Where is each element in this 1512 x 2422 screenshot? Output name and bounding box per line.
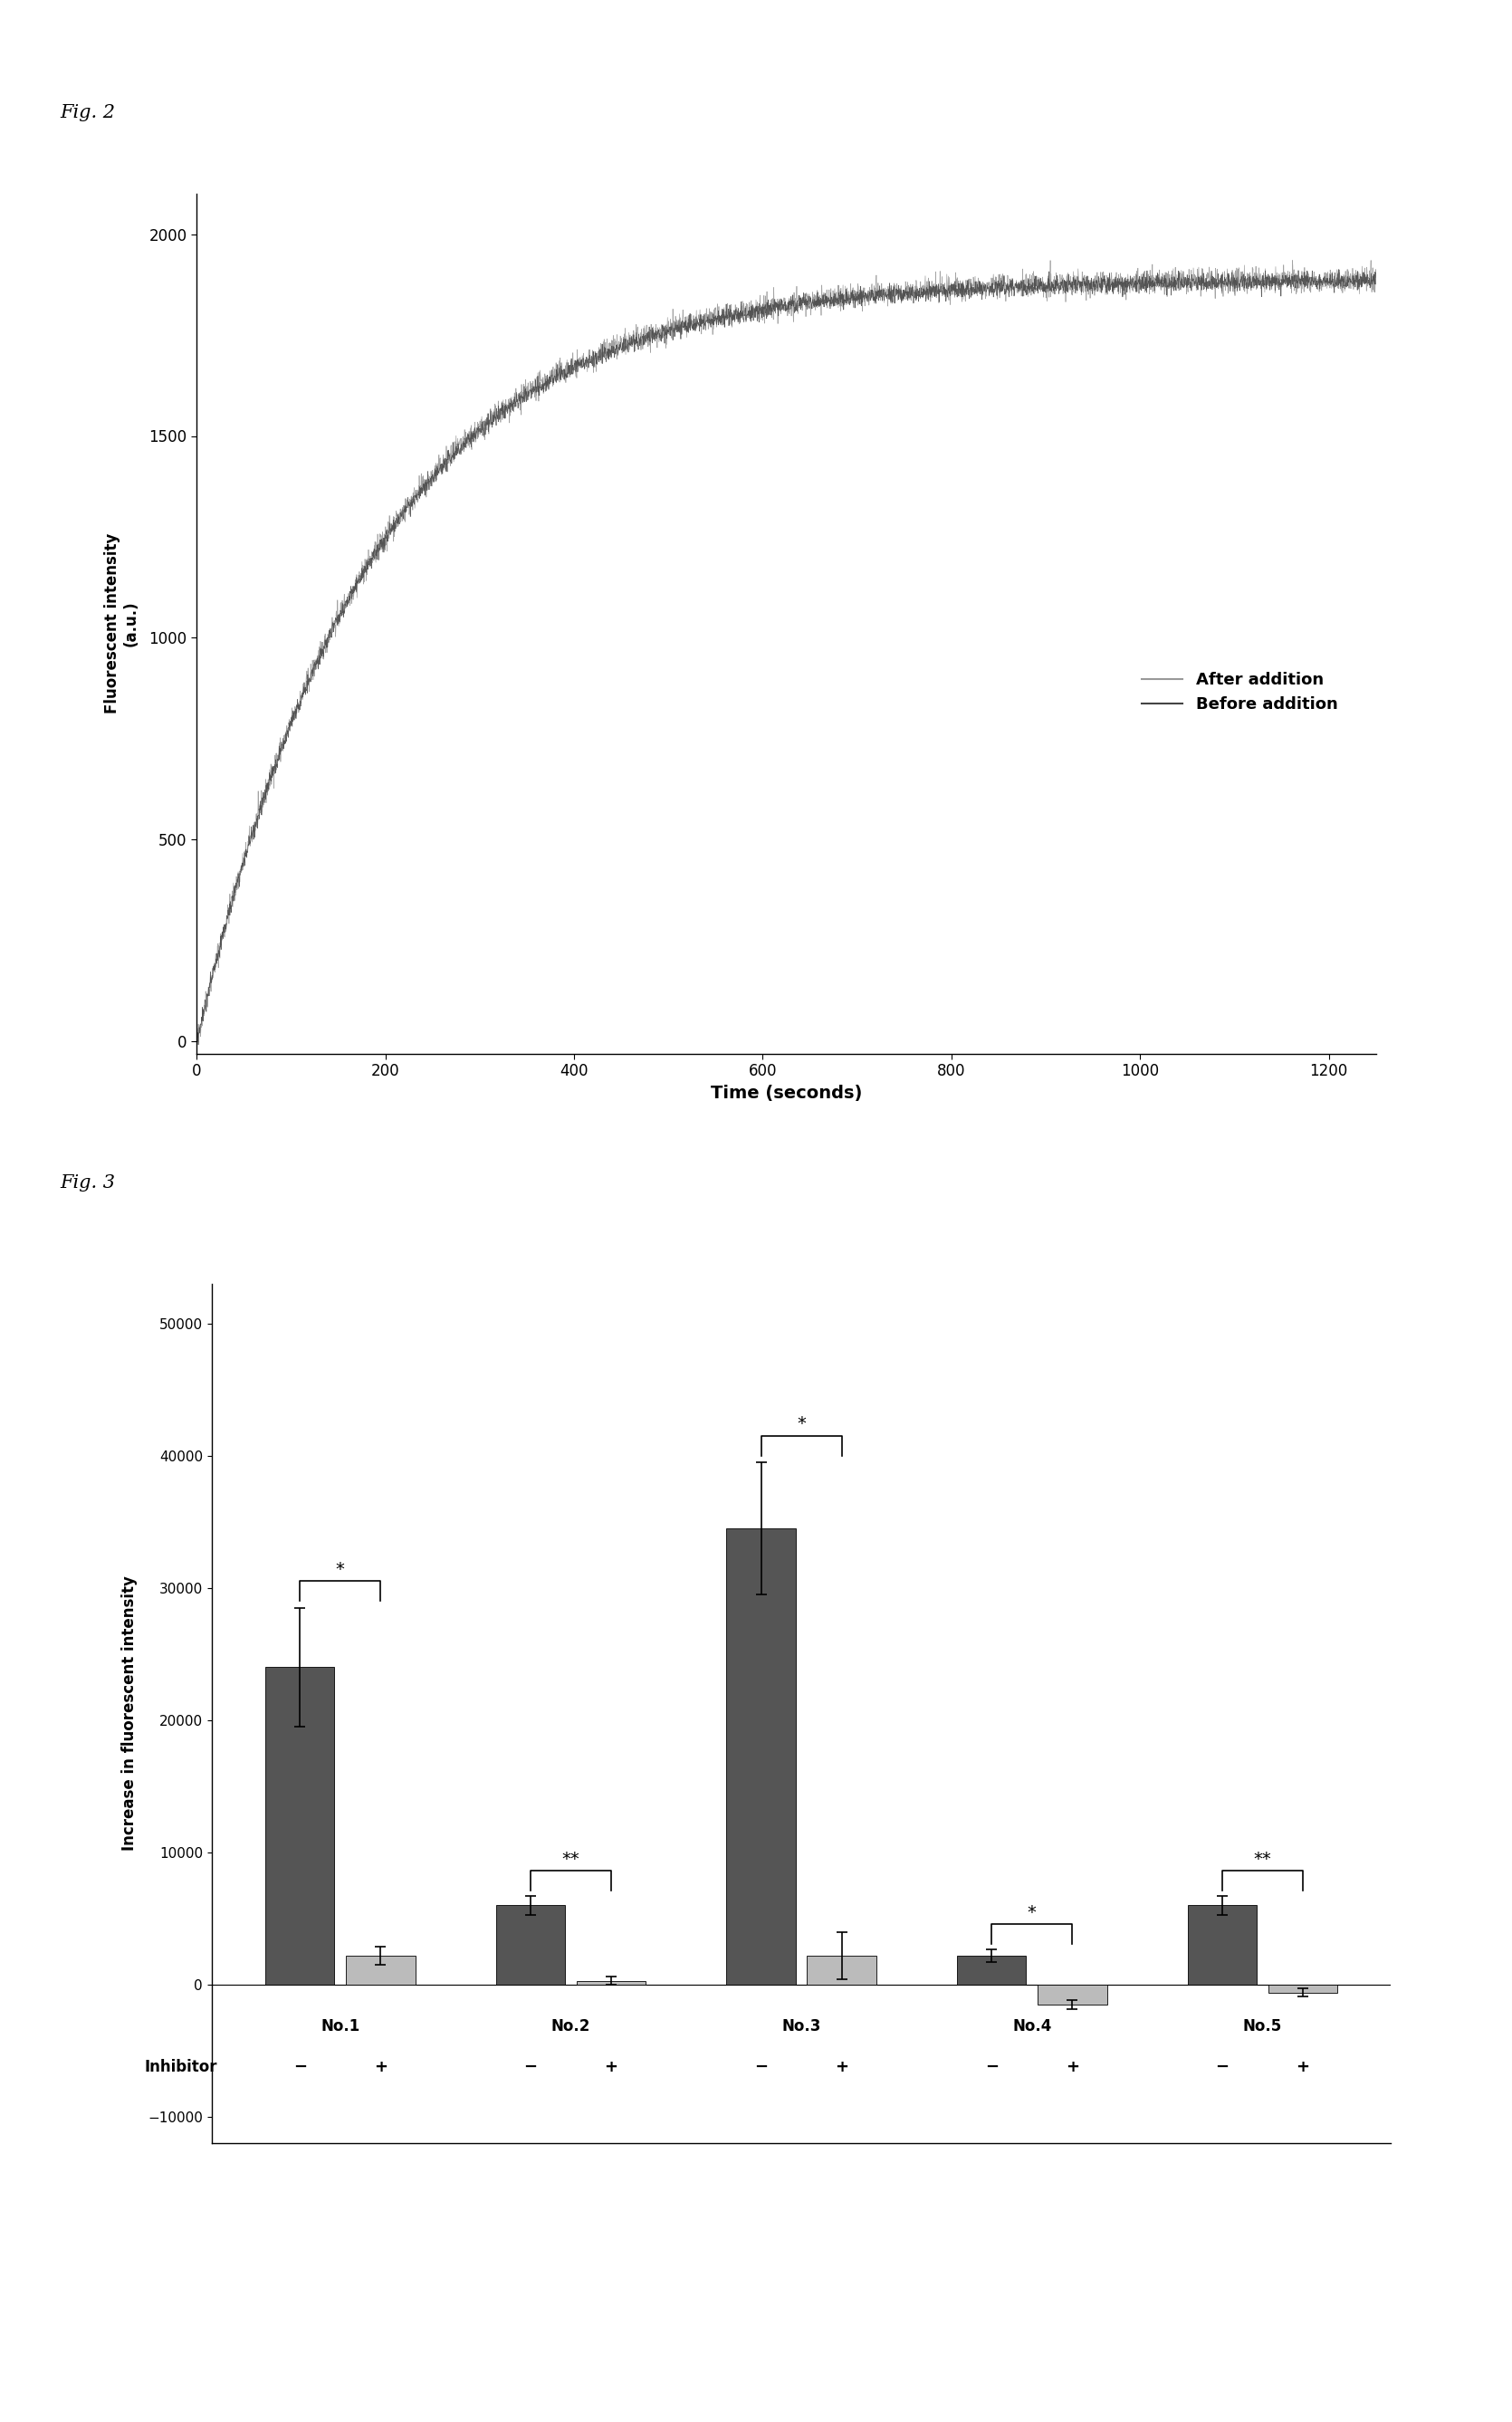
Text: −: −	[984, 2059, 998, 2076]
Bar	[576, 1981, 646, 1984]
Bar	[346, 1955, 416, 1984]
Text: +: +	[1296, 2059, 1309, 2076]
Bar	[807, 1955, 877, 1984]
Text: *: *	[797, 1414, 806, 1434]
Bar	[1037, 1984, 1107, 2005]
Y-axis label: Increase in fluorescent intensity: Increase in fluorescent intensity	[121, 1577, 138, 1850]
Text: +: +	[1066, 2059, 1080, 2076]
Bar	[1187, 1906, 1256, 1984]
Text: −: −	[293, 2059, 307, 2076]
Text: Fig. 2: Fig. 2	[60, 104, 116, 121]
Y-axis label: Fluorescent intensity
(a.u.): Fluorescent intensity (a.u.)	[104, 533, 139, 714]
Text: **: **	[1253, 1850, 1272, 1867]
Text: +: +	[373, 2059, 387, 2076]
Text: *: *	[336, 1562, 345, 1579]
Legend: After addition, Before addition: After addition, Before addition	[1136, 666, 1344, 719]
Bar	[726, 1528, 795, 1984]
X-axis label: Time (seconds): Time (seconds)	[711, 1085, 862, 1102]
Text: +: +	[835, 2059, 848, 2076]
Text: −: −	[754, 2059, 768, 2076]
Bar	[957, 1955, 1027, 1984]
Text: +: +	[605, 2059, 618, 2076]
Bar	[496, 1906, 565, 1984]
Text: No.4: No.4	[1013, 2018, 1051, 2034]
Text: No.3: No.3	[782, 2018, 821, 2034]
Text: Fig. 3: Fig. 3	[60, 1175, 116, 1192]
Text: −: −	[1216, 2059, 1229, 2076]
Bar	[265, 1666, 334, 1984]
Text: No.5: No.5	[1243, 2018, 1282, 2034]
Text: Inhibitor: Inhibitor	[144, 2059, 218, 2076]
Text: **: **	[562, 1850, 579, 1867]
Text: No.1: No.1	[321, 2018, 360, 2034]
Text: −: −	[523, 2059, 537, 2076]
Text: *: *	[1028, 1904, 1036, 1921]
Bar	[1269, 1984, 1338, 1993]
Text: No.2: No.2	[552, 2018, 590, 2034]
